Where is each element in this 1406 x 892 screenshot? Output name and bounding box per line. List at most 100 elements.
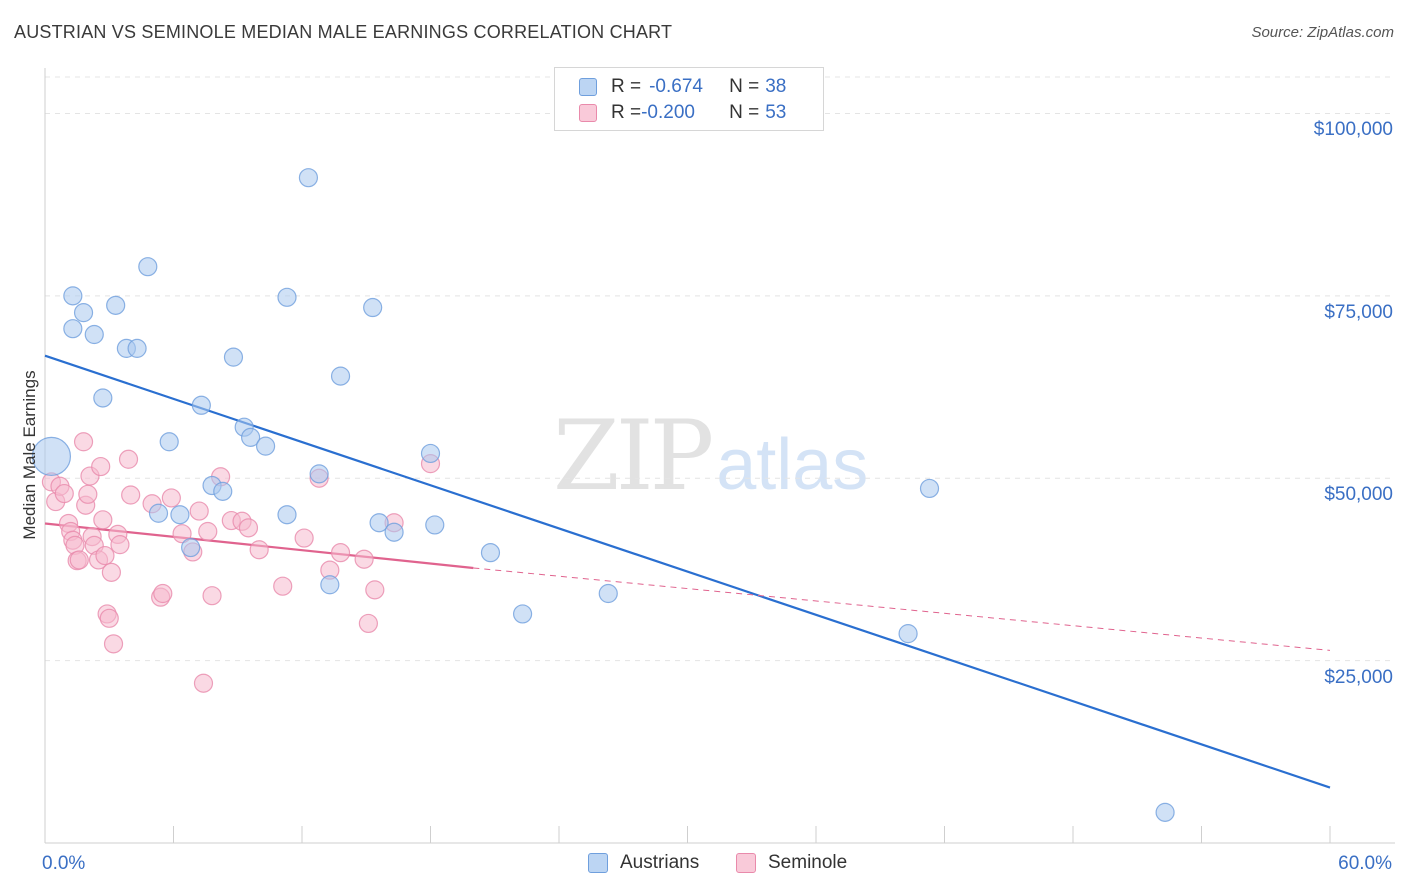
legend-n-label: N = — [729, 76, 760, 97]
seminole-point — [193, 673, 214, 693]
y-tick-label: $50,000 — [1324, 484, 1393, 506]
austrians-point — [598, 583, 618, 604]
seminole-point — [110, 535, 130, 555]
austrians-point — [255, 436, 276, 456]
austrians-point — [369, 513, 389, 533]
austrians-point — [309, 464, 329, 484]
seminole-trend-extension — [473, 567, 1331, 651]
y-tick-label: $75,000 — [1324, 301, 1393, 323]
series-legend-seminole[interactable]: Seminole — [736, 852, 847, 874]
austrians-point — [213, 481, 233, 501]
legend-n-label: N = — [729, 102, 760, 123]
legend-swatch-seminole — [579, 104, 597, 122]
legend-n-value: 38 — [765, 76, 787, 97]
seminole-point — [121, 485, 141, 505]
legend-n-value: 53 — [765, 102, 787, 123]
austrians-point — [480, 543, 501, 563]
austrians-point — [63, 319, 83, 339]
correlation-legend: R = -0.674 N = 38 R = -0.200 N = 53 — [554, 67, 824, 131]
austrians-point — [363, 297, 383, 318]
source-credit: Source: ZipAtlas.com — [1251, 24, 1394, 41]
seminole-point — [238, 518, 259, 538]
legend-r-value: -0.200 — [641, 102, 695, 123]
legend-row-austrians: R = -0.674 N = 38 — [579, 75, 786, 99]
seminole-point — [172, 524, 192, 544]
austrians-point — [898, 624, 918, 644]
seminole-point — [99, 608, 119, 628]
legend-row-seminole: R = -0.200 N = 53 — [579, 101, 786, 125]
austrians-point — [1155, 802, 1175, 822]
austrians-point — [223, 347, 244, 367]
austrians-point — [191, 395, 211, 415]
x-tick-label-max: 60.0% — [1338, 853, 1392, 874]
seminole-point — [103, 634, 124, 654]
seminole-point — [161, 488, 181, 508]
seminole-label: Seminole — [768, 852, 848, 873]
chart-title: AUSTRIAN VS SEMINOLE MEDIAN MALE EARNING… — [14, 22, 673, 42]
austrians-point — [512, 604, 533, 624]
grid-lines — [45, 76, 1395, 662]
x-axis — [44, 68, 1395, 844]
seminole-point — [273, 576, 293, 596]
austrians-point — [84, 324, 104, 345]
austrians-point — [159, 432, 179, 452]
austrians-point — [148, 503, 169, 523]
austrians-point — [181, 537, 201, 558]
austrians-point — [330, 366, 351, 386]
seminole-point — [354, 549, 374, 569]
austrians-trend-line — [44, 354, 1331, 789]
austrians-swatch — [588, 853, 608, 873]
legend-r-label: R = — [611, 102, 642, 123]
seminole-point — [69, 550, 89, 570]
legend-r-label: R = — [611, 76, 642, 97]
seminole-point — [78, 484, 98, 504]
watermark-atlas: atlas — [716, 425, 869, 505]
seminole-point — [330, 543, 351, 563]
austrians-point — [31, 436, 72, 476]
seminole-point — [73, 432, 94, 452]
watermark-zip: ZIP — [553, 400, 714, 512]
series-legend-austrians[interactable]: Austrians — [588, 852, 699, 874]
y-tick-label: $25,000 — [1324, 666, 1393, 688]
austrians-point — [73, 303, 94, 323]
x-tick-label-min: 0.0% — [42, 853, 86, 874]
austrians-point — [241, 427, 261, 447]
austrians-point — [63, 286, 83, 306]
austrians-point — [420, 443, 441, 464]
seminole-point — [202, 586, 222, 606]
seminole-point — [91, 456, 111, 477]
austrians-point — [93, 388, 113, 408]
austrians-point — [106, 295, 126, 315]
seminole-point — [365, 580, 385, 600]
watermark: ZIPatlas — [553, 400, 868, 512]
austrians-point — [127, 338, 147, 358]
austrians-point — [277, 287, 297, 307]
seminole-point — [153, 583, 173, 604]
seminole-point — [95, 545, 115, 566]
austrians-point — [298, 168, 319, 188]
y-axis-label: Median Male Earnings — [20, 370, 39, 540]
austrians-point — [277, 505, 297, 525]
seminole-point — [198, 521, 218, 542]
seminole-swatch — [736, 853, 756, 873]
austrians-point — [919, 478, 940, 499]
series-legend: Austrians Seminole — [0, 852, 1406, 878]
austrians-label: Austrians — [620, 852, 700, 873]
austrians-point — [138, 257, 158, 277]
seminole-point — [358, 613, 378, 634]
seminole-point — [101, 562, 121, 582]
austrians-point — [384, 522, 404, 542]
austrians-point — [320, 575, 340, 595]
legend-swatch-austrians — [579, 78, 597, 96]
seminole-point — [294, 528, 314, 548]
austrians-point — [425, 515, 445, 535]
seminole-point — [189, 501, 209, 521]
legend-r-value: -0.674 — [649, 76, 703, 97]
seminole-point — [118, 449, 139, 469]
seminole-point — [54, 483, 74, 504]
y-tick-label: $100,000 — [1313, 119, 1393, 141]
seminole-point — [249, 540, 269, 560]
austrians-point — [170, 505, 190, 525]
seminole-point — [93, 510, 113, 530]
